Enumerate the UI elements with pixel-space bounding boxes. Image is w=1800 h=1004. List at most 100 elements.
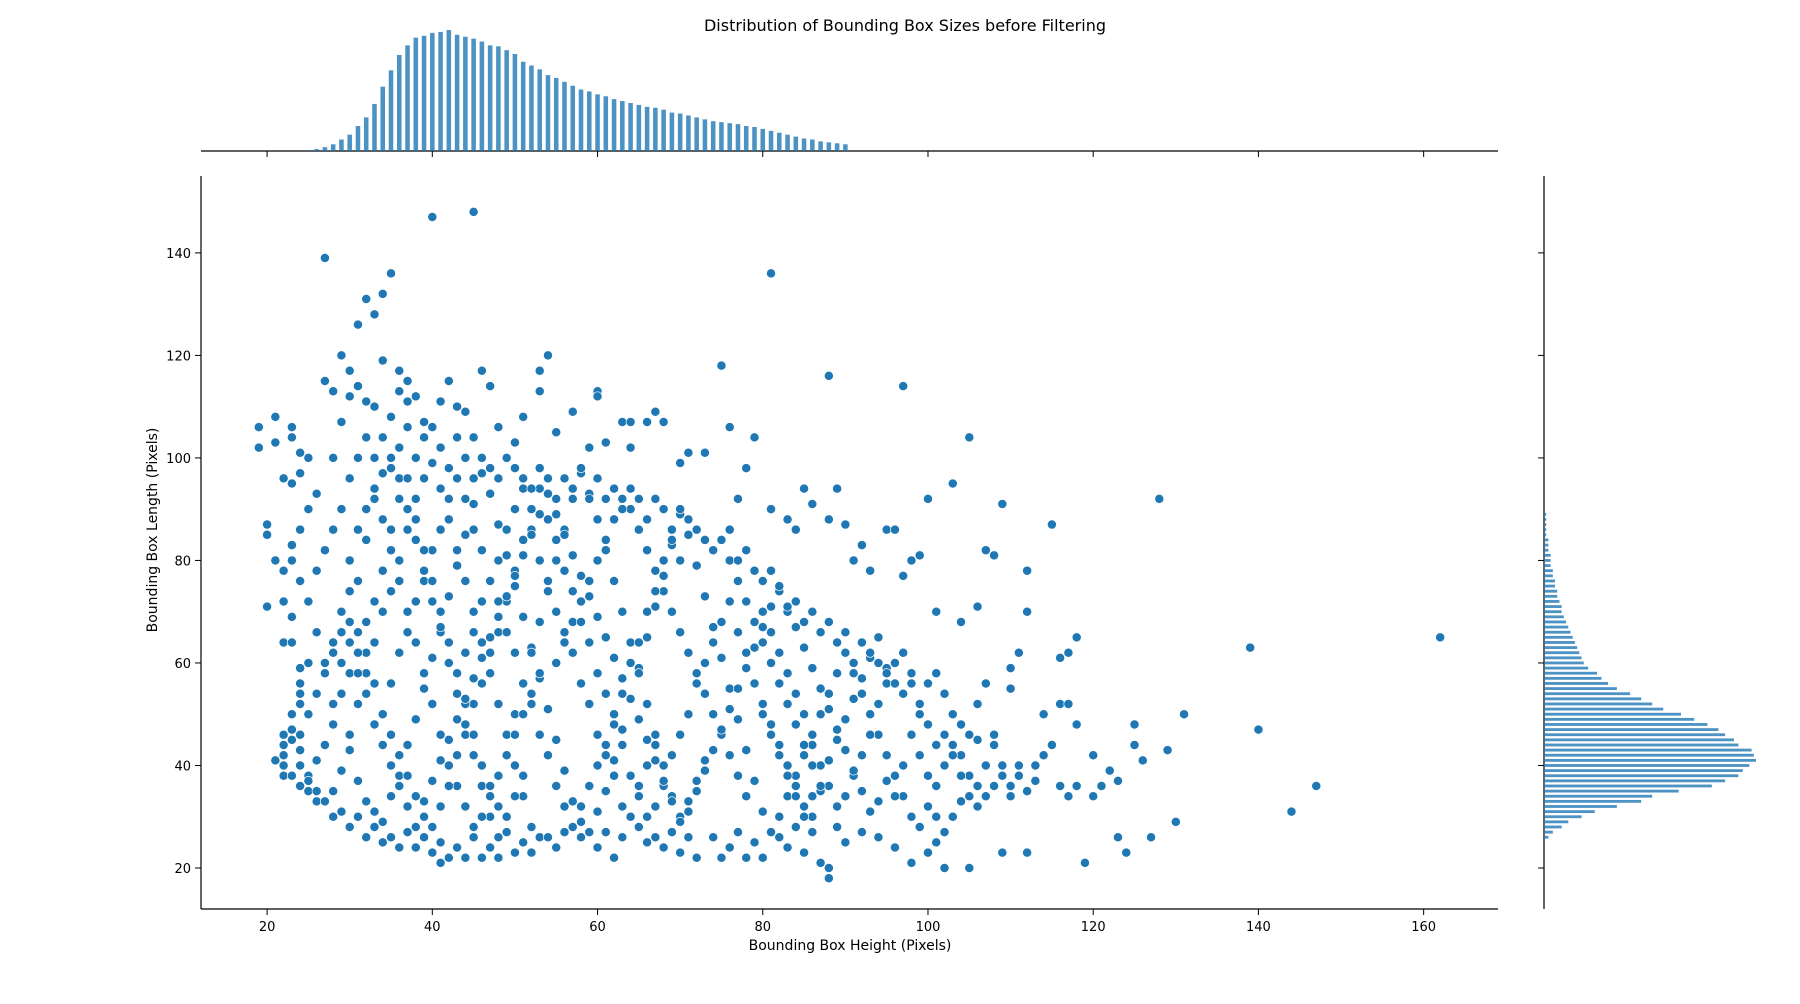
scatter-point	[807, 606, 818, 617]
scatter-point	[311, 755, 322, 766]
scatter-point	[394, 750, 405, 761]
right-hist-bar	[1544, 758, 1756, 762]
scatter-point	[452, 842, 463, 853]
scatter-point	[319, 740, 330, 750]
right-hist-bar	[1544, 600, 1560, 603]
scatter-point	[534, 386, 545, 397]
scatter-point	[543, 514, 553, 525]
scatter-point	[476, 365, 487, 376]
scatter-point	[1286, 806, 1297, 817]
scatter-point	[766, 658, 776, 668]
scatter-point	[856, 673, 867, 684]
scatter-point	[807, 740, 818, 750]
scatter-point	[286, 611, 297, 622]
scatter-point	[435, 524, 446, 535]
top-hist-bar	[834, 143, 840, 151]
scatter-point	[353, 319, 363, 330]
scatter-point	[1253, 724, 1264, 735]
top-hist-bar	[785, 134, 790, 151]
scatter-point	[476, 652, 487, 663]
scatter-point	[782, 668, 793, 679]
scatter-point	[724, 555, 735, 566]
scatter-point	[353, 452, 363, 463]
right-hist-bar	[1544, 528, 1547, 532]
scatter-point	[600, 688, 611, 699]
scatter-point	[956, 750, 966, 761]
scatter-point	[468, 606, 479, 617]
scatter-point	[972, 781, 983, 791]
scatter-point	[584, 591, 595, 602]
right-hist-bar	[1544, 784, 1712, 788]
scatter-point	[286, 709, 297, 720]
scatter-point	[947, 750, 958, 761]
scatter-point	[600, 632, 611, 643]
scatter-point	[708, 622, 719, 633]
scatter-point	[344, 391, 355, 402]
top-hist-bar	[355, 126, 361, 151]
scatter-point	[741, 463, 752, 474]
right-hist-bar	[1544, 574, 1553, 578]
top-hist-bar	[347, 134, 352, 151]
scatter-point	[443, 734, 454, 745]
scatter-point	[295, 688, 306, 699]
scatter-point	[493, 473, 504, 484]
scatter-point	[600, 493, 611, 504]
scatter-point	[369, 637, 380, 648]
right-hist-bar	[1544, 810, 1595, 814]
scatter-point	[435, 755, 446, 766]
scatter-point	[898, 760, 909, 771]
scatter-point	[906, 857, 917, 868]
scatter-point	[716, 724, 727, 735]
scatter-point	[452, 750, 463, 761]
scatter-point	[567, 647, 578, 658]
scatter-point	[865, 806, 876, 817]
scatter-point	[427, 822, 438, 832]
scatter-point	[675, 729, 686, 740]
scatter-point	[493, 801, 504, 812]
scatter-point	[931, 781, 942, 791]
scatter-point	[493, 422, 504, 433]
scatter-point	[551, 842, 562, 853]
scatter-point	[377, 709, 388, 720]
scatter-point	[526, 504, 537, 515]
scatter-point	[766, 601, 776, 612]
scatter-point	[617, 493, 628, 504]
scatter-point	[584, 493, 595, 504]
right-hist-bar	[1544, 615, 1564, 619]
scatter-point	[956, 719, 966, 730]
scatter-point	[353, 668, 363, 679]
scatter-point	[386, 524, 396, 535]
scatter-point	[386, 678, 396, 689]
scatter-point	[666, 534, 677, 545]
scatter-point	[1046, 740, 1057, 750]
right-hist-bar	[1544, 589, 1558, 593]
scatter-point	[617, 801, 628, 812]
scatter-point	[881, 775, 892, 786]
scatter-point	[650, 586, 661, 597]
scatter-point	[353, 647, 363, 658]
scatter-point	[865, 709, 876, 720]
scatter-point	[906, 678, 917, 689]
scatter-point	[419, 417, 430, 427]
scatter-point	[369, 719, 380, 730]
scatter-point	[443, 852, 454, 863]
scatter-point	[303, 504, 314, 515]
scatter-point	[898, 647, 909, 658]
scatter-point	[493, 832, 504, 843]
scatter-point	[419, 473, 430, 484]
scatter-point	[757, 806, 768, 817]
scatter-point	[625, 442, 636, 453]
top-hist-bar	[339, 139, 344, 151]
scatter-point	[344, 745, 355, 756]
scatter-point	[353, 627, 363, 638]
scatter-point	[1030, 760, 1041, 771]
scatter-point	[543, 832, 553, 843]
top-hist-bar	[653, 107, 658, 151]
scatter-point	[361, 534, 372, 545]
scatter-point	[609, 652, 620, 663]
right-hist-bar	[1544, 553, 1551, 557]
scatter-point	[658, 555, 669, 566]
right-hist-bar	[1544, 743, 1739, 747]
scatter-point	[815, 627, 826, 638]
